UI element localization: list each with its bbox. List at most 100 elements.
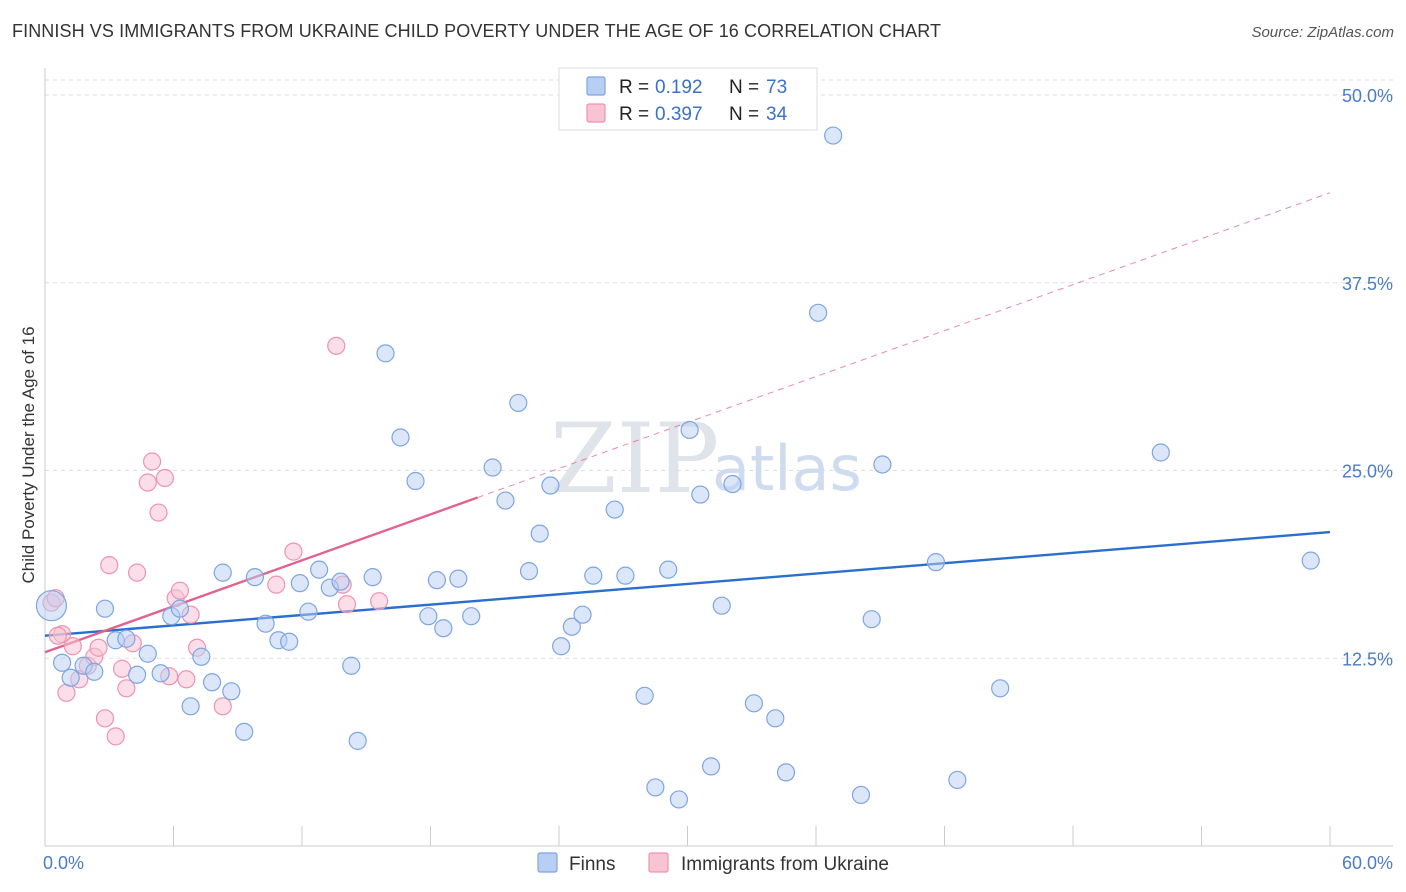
finns-point-61 [766,709,785,728]
finns-point-65 [862,610,881,629]
finns-point-40 [496,491,515,510]
finns-point-54 [669,790,689,809]
finns-point-68 [948,770,967,790]
finns-point-2 [61,668,80,687]
ukraine-point-11 [106,727,125,746]
ukraine-point-16 [138,473,157,492]
y-axis-title: Child Poverty Under the Age of 16 [19,326,38,583]
finns-point-0 [35,590,68,622]
finns-point-38 [462,607,481,626]
finns-point-51 [635,686,654,705]
bottom-legend-swatch-finns [537,852,558,873]
finns-point-33 [406,471,425,491]
finns-point-24 [299,602,318,621]
finns-point-48 [584,566,603,585]
ukraine-point-17 [142,452,162,471]
ukraine-point-10 [100,556,119,575]
chart-title: FINNISH VS IMMIGRANTS FROM UKRAINE CHILD… [12,21,942,41]
finns-point-32 [391,428,410,447]
legend-swatch-ukraine [586,103,606,123]
finns-point-41 [509,393,528,413]
finns-point-29 [348,731,367,750]
finns-point-44 [541,476,560,495]
ukraine-point-3 [57,683,76,702]
finns-point-57 [701,757,721,776]
finns-point-46 [562,617,581,636]
finns-point-37 [449,569,468,588]
ukraine-point-4 [63,637,82,656]
bottom-legend: Finns Immigrants from Ukraine [537,852,889,875]
y-tick-label-0: 12.5% [1342,649,1393,669]
y-tick-labels: 12.5% 25.0% 37.5% 50.0% [1342,86,1393,669]
trend-line-ukraine-extension [477,192,1331,499]
finns-point-9 [138,644,157,663]
y-tick-label-1: 25.0% [1342,462,1393,482]
finns-point-25 [310,560,329,579]
finns-point-16 [213,563,232,582]
finns-point-13 [181,697,200,716]
x-tick-label-max: 60.0% [1342,853,1393,873]
bottom-legend-label-ukraine: Immigrants from Ukraine [681,854,889,875]
legend-r-value-finns: 0.192 [655,77,703,98]
chart-source: Source: ZipAtlas.com [1251,24,1394,41]
finns-point-59 [723,474,742,494]
finns-point-19 [245,568,264,587]
finns-point-30 [363,568,382,587]
finns-point-70 [1151,443,1170,462]
finns-point-8 [127,665,147,684]
finns-point-20 [256,614,275,633]
ukraine-point-23 [177,670,196,689]
finns-point-5 [95,599,115,618]
bottom-legend-swatch-ukraine [648,852,669,873]
ukraine-point-9 [95,709,115,728]
finns-point-39 [483,458,502,477]
finns-point-64 [851,785,871,805]
legend-n-value-finns: 73 [766,77,787,98]
finns-point-63 [809,303,828,322]
ukraine-point-15 [127,563,147,582]
finns-point-22 [280,632,299,651]
finns-point-42 [519,562,539,581]
finns-point-27 [331,572,350,591]
ukraine-point-19 [155,468,175,488]
finns-point-62 [776,763,796,782]
x-tick-label-min: 0.0% [43,853,84,873]
finns-point-69 [991,679,1010,698]
y-tick-label-3: 50.0% [1342,86,1393,106]
finns-point-53 [659,560,678,579]
bottom-legend-label-finns: Finns [569,854,615,875]
finns-point-72 [824,126,843,145]
ukraine-point-8 [89,638,108,657]
gridlines [45,79,1393,659]
finns-point-1 [53,653,72,672]
legend-n-label-ukraine: N = [729,104,759,125]
legend-r-label-ukraine: R = [619,104,649,125]
legend-r-label-finns: R = [619,77,649,98]
finns-point-18 [235,722,254,741]
finns-point-71 [1301,551,1320,570]
finns-point-17 [222,682,241,701]
finns-point-58 [712,596,731,615]
watermark-atlas: atlas [712,432,862,505]
finns-point-7 [117,629,136,648]
finns-point-47 [573,605,592,624]
ukraine-point-13 [117,679,136,698]
finns-point-31 [376,344,395,363]
legend-n-label-finns: N = [729,77,759,98]
ukraine-point-27 [267,575,286,594]
ukraine-point-26 [213,697,232,716]
finns-point-66 [873,455,892,474]
legend-r-value-ukraine: 0.397 [655,104,703,125]
ukraine-point-29 [327,336,346,355]
ukraine-point-22 [170,581,190,600]
ukraine-point-32 [370,592,389,611]
legend-swatch-finns [586,76,606,96]
finns-point-36 [434,619,453,638]
finns-point-14 [192,647,211,666]
finns-points [35,126,1320,809]
finns-point-34 [419,607,438,626]
legend: R = 0.192 N = 73 R = 0.397 N = 34 [558,67,818,131]
finns-point-56 [691,485,710,504]
ukraine-point-18 [149,503,168,522]
